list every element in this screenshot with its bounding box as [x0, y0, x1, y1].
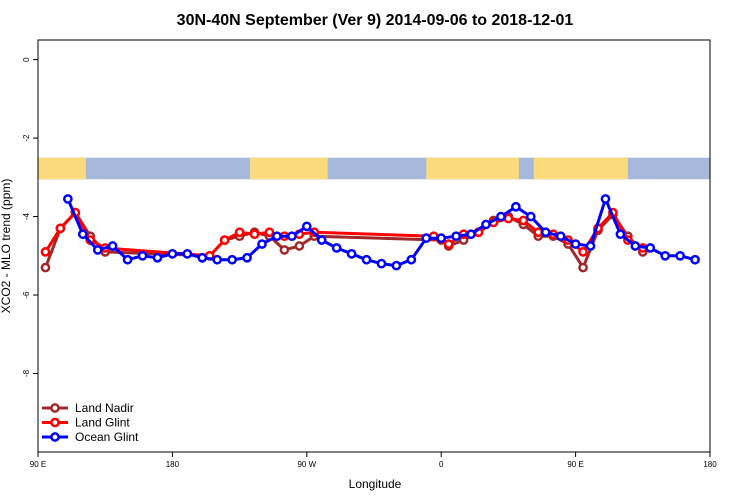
y-axis: 0 -2 -4 -6 -8	[22, 57, 38, 377]
land-glint-point	[249, 229, 260, 240]
legend-ocean-glint-label: Ocean Glint	[75, 430, 139, 444]
x-tick-label: 0	[439, 460, 444, 469]
ocean-glint-point	[63, 194, 73, 204]
ocean-glint-point	[600, 194, 611, 204]
ocean-glint-point	[227, 254, 237, 265]
series-layer	[40, 194, 700, 273]
ocean-glint-point	[436, 233, 447, 244]
ocean-glint-point	[555, 231, 566, 242]
legend-ocean-glint-marker	[50, 432, 60, 442]
land-nadir-point	[40, 262, 51, 273]
ocean-glint-point	[257, 239, 267, 249]
map-land	[426, 157, 519, 180]
legend-land-nadir-label: Land Nadir	[75, 401, 134, 415]
land-nadir-point	[279, 245, 290, 255]
ocean-glint-point	[122, 254, 133, 265]
ocean-glint-point	[421, 233, 432, 244]
ocean-glint-point	[316, 235, 327, 245]
x-tick-label: 180	[166, 460, 180, 469]
x-tick-label: 90 W	[297, 460, 316, 469]
ocean-glint-point	[525, 211, 536, 222]
world-map-strip	[38, 157, 710, 180]
y-tick-label: 0	[22, 57, 31, 62]
land-glint-point	[533, 227, 544, 238]
ocean-glint-point	[346, 248, 357, 259]
ocean-glint-point	[197, 252, 208, 263]
x-tick-label: 90 E	[567, 460, 583, 469]
ocean-glint-point	[182, 248, 193, 259]
ocean-glint-point	[152, 252, 163, 263]
chart-title: 30N-40N September (Ver 9) 2014-09-06 to …	[177, 12, 574, 29]
land-glint-point	[443, 239, 454, 249]
legend-land-glint-marker	[50, 417, 60, 428]
land-glint-point	[40, 247, 51, 257]
ocean-glint-point	[107, 241, 118, 251]
land-glint-point	[518, 215, 529, 226]
plot-frame	[37, 39, 711, 453]
ocean-glint-point	[331, 243, 342, 253]
ocean-glint-point	[496, 211, 506, 222]
land-glint-point	[264, 227, 275, 238]
ocean-glint-point	[540, 227, 551, 238]
ocean-glint-point	[137, 250, 148, 261]
map-land	[533, 157, 628, 180]
ocean-glint-point	[167, 248, 178, 259]
ocean-glint-point	[92, 245, 103, 255]
ocean-glint-point	[242, 252, 252, 263]
ocean-glint-point	[301, 221, 312, 232]
legend-land-glint-label: Land Glint	[75, 416, 130, 430]
ocean-glint-point	[511, 201, 521, 212]
ocean-glint-point	[675, 250, 685, 261]
land-glint-point	[234, 227, 245, 238]
ocean-glint-point	[570, 239, 581, 249]
ocean-glint-point	[361, 254, 372, 265]
land-nadir-point	[578, 262, 588, 273]
ocean-glint-point	[376, 258, 387, 269]
ocean-glint-point	[406, 254, 417, 265]
x-axis: 90 E 180 90 W 0 90 E 180	[30, 452, 717, 469]
ocean-glint-point	[615, 229, 626, 240]
y-tick-label: -4	[22, 212, 31, 220]
map-land	[38, 157, 86, 180]
ocean-glint-point	[466, 229, 476, 240]
ocean-glint-point	[630, 241, 641, 251]
ocean-glint-point	[585, 241, 596, 251]
ocean-glint-point	[272, 231, 282, 242]
ocean-glint-point	[645, 243, 656, 253]
land-glint-point	[55, 223, 66, 234]
land-glint-point	[219, 235, 230, 245]
y-tick-label: -8	[22, 369, 31, 377]
ocean-glint-point	[451, 231, 461, 242]
x-tick-label: 90 E	[30, 460, 46, 469]
y-tick-label: -2	[22, 134, 31, 142]
x-tick-label: 180	[703, 460, 717, 469]
ocean-glint-point	[690, 254, 700, 265]
land-glint-point	[578, 247, 588, 257]
y-tick-label: -6	[22, 291, 31, 299]
ocean-glint-point	[391, 260, 402, 271]
ocean-glint-point	[287, 231, 297, 242]
ocean-glint-point	[660, 250, 671, 261]
ocean-glint-point	[77, 229, 88, 240]
land-glint-point	[503, 213, 514, 224]
legend-land-nadir-marker	[50, 403, 60, 413]
ocean-glint-point	[212, 254, 223, 265]
land-nadir-point	[294, 241, 305, 251]
y-axis-label: XCO2 - MLO trend (ppm)	[0, 179, 13, 314]
x-axis-label: Longitude	[349, 477, 402, 491]
ocean-glint-point	[481, 219, 491, 230]
map-land	[250, 157, 328, 180]
